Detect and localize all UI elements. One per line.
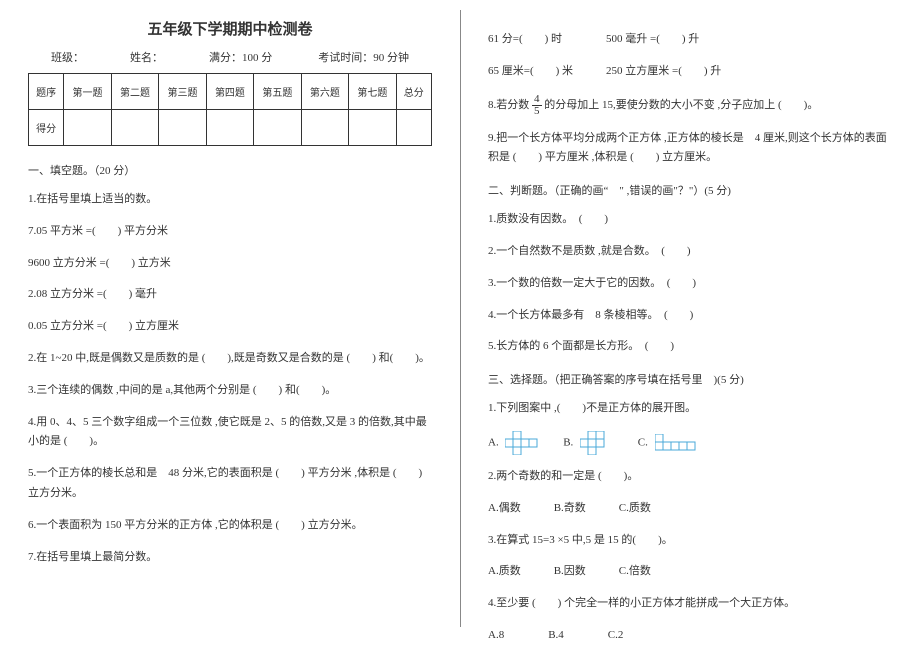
q1b: 9600 立方分米 =( ) 立方米 xyxy=(28,254,432,274)
q1c: 2.08 立方分米 =( ) 毫升 xyxy=(28,285,432,305)
q4: 4.用 0、4、5 三个数字组成一个三位数 ,使它既是 2、5 的倍数,又是 3… xyxy=(28,413,432,453)
q2: 2.在 1~20 中,既是偶数又是质数的是 ( ),既是奇数又是合数的是 ( )… xyxy=(28,349,432,369)
full-score: 满分：100 分 xyxy=(209,49,272,65)
section-2: 二、判断题。（正确的画“ " ,错误的画"？"）(5 分) xyxy=(488,182,892,198)
j1: 1.质数没有因数。 ( ) xyxy=(488,210,892,230)
exam-time: 考试时间：90 分钟 xyxy=(318,49,409,65)
th-5: 第五题 xyxy=(254,74,301,110)
q3: 3.三个连续的偶数 ,中间的是 a,其他两个分别是 ( ) 和( )。 xyxy=(28,381,432,401)
q5: 5.一个正方体的棱长总和是 48 分米,它的表面积是 ( ) 平方分米 ,体积是… xyxy=(28,464,432,504)
column-divider xyxy=(460,10,461,627)
j2: 2.一个自然数不是质数 ,就是合数。 ( ) xyxy=(488,242,892,262)
c2: 2.两个奇数的和一定是 ( )。 xyxy=(488,467,892,487)
fraction-icon: 4 5 xyxy=(532,94,542,117)
c2-opts: A.偶数 B.奇数 C.质数 xyxy=(488,499,892,519)
c1: 1.下列图案中 ,( )不是正方体的展开图。 xyxy=(488,399,892,419)
score-table: 题序 第一题 第二题 第三题 第四题 第五题 第六题 第七题 总分 得分 xyxy=(28,73,432,146)
th-3: 第三题 xyxy=(159,74,206,110)
exam-title: 五年级下学期期中检测卷 xyxy=(28,18,432,39)
meta-row: 班级： 姓名： 满分：100 分 考试时间：90 分钟 xyxy=(28,49,432,65)
q6: 6.一个表面积为 150 平方分米的正方体 ,它的体积是 ( ) 立方分米。 xyxy=(28,516,432,536)
j4: 4.一个长方体最多有 8 条棱相等。 ( ) xyxy=(488,306,892,326)
th-6: 第六题 xyxy=(301,74,348,110)
c1-options: A. B. xyxy=(488,431,892,455)
opt-c-label: C. xyxy=(638,437,648,449)
opt-b-label: B. xyxy=(563,437,573,449)
q9: 9.把一个长方体平均分成两个正方体 ,正方体的棱长是 4 厘米,则这个长方体的表… xyxy=(488,129,892,169)
left-column: 五年级下学期期中检测卷 班级： 姓名： 满分：100 分 考试时间：90 分钟 … xyxy=(0,0,460,637)
c4: 4.至少要 ( ) 个完全一样的小正方体才能拼成一个大正方体。 xyxy=(488,594,892,614)
th-1: 第一题 xyxy=(64,74,111,110)
right-column: 61 分=( ) 时 500 毫升 =( ) 升 65 厘米=( ) 米 250… xyxy=(460,0,920,637)
q7b: 65 厘米=( ) 米 250 立方厘米 =( ) 升 xyxy=(488,62,892,82)
th-seq: 题序 xyxy=(29,74,64,110)
score-cell xyxy=(64,110,111,146)
th-total: 总分 xyxy=(396,74,431,110)
score-label: 得分 xyxy=(29,110,64,146)
name-label: 姓名： xyxy=(130,49,163,65)
q7: 7.在括号里填上最简分数。 xyxy=(28,548,432,568)
score-cell xyxy=(159,110,206,146)
th-2: 第二题 xyxy=(111,74,158,110)
th-7: 第七题 xyxy=(349,74,396,110)
opt-a-label: A. xyxy=(488,437,499,449)
j5: 5.长方体的 6 个面都是长方形。 ( ) xyxy=(488,337,892,357)
score-cell xyxy=(254,110,301,146)
score-cell xyxy=(111,110,158,146)
class-label: 班级： xyxy=(51,49,84,65)
score-cell xyxy=(396,110,431,146)
th-4: 第四题 xyxy=(206,74,253,110)
q1d: 0.05 立方分米 =( ) 立方厘米 xyxy=(28,317,432,337)
c3-opts: A.质数 B.因数 C.倍数 xyxy=(488,562,892,582)
c3: 3.在算式 15=3 ×5 中,5 是 15 的( )。 xyxy=(488,531,892,551)
j3: 3.一个数的倍数一定大于它的因数。 ( ) xyxy=(488,274,892,294)
section-3: 三、选择题。（把正确答案的序号填在括号里 )(5 分) xyxy=(488,371,892,387)
c4-opts: A.8 B.4 C.2 xyxy=(488,626,892,646)
cube-net-a-icon xyxy=(505,431,545,455)
cube-net-b-icon xyxy=(580,431,620,455)
q7a: 61 分=( ) 时 500 毫升 =( ) 升 xyxy=(488,30,892,50)
score-cell xyxy=(206,110,253,146)
cube-net-c-icon xyxy=(655,434,703,452)
section-1: 一、填空题。（20 分） xyxy=(28,162,432,178)
score-cell xyxy=(349,110,396,146)
q1: 1.在括号里填上适当的数。 xyxy=(28,190,432,210)
score-cell xyxy=(301,110,348,146)
q1a: 7.05 平方米 =( ) 平方分米 xyxy=(28,222,432,242)
q8: 8.若分数 4 5 的分母加上 15,要使分数的大小不变 ,分子应加上 ( )。 xyxy=(488,94,892,117)
